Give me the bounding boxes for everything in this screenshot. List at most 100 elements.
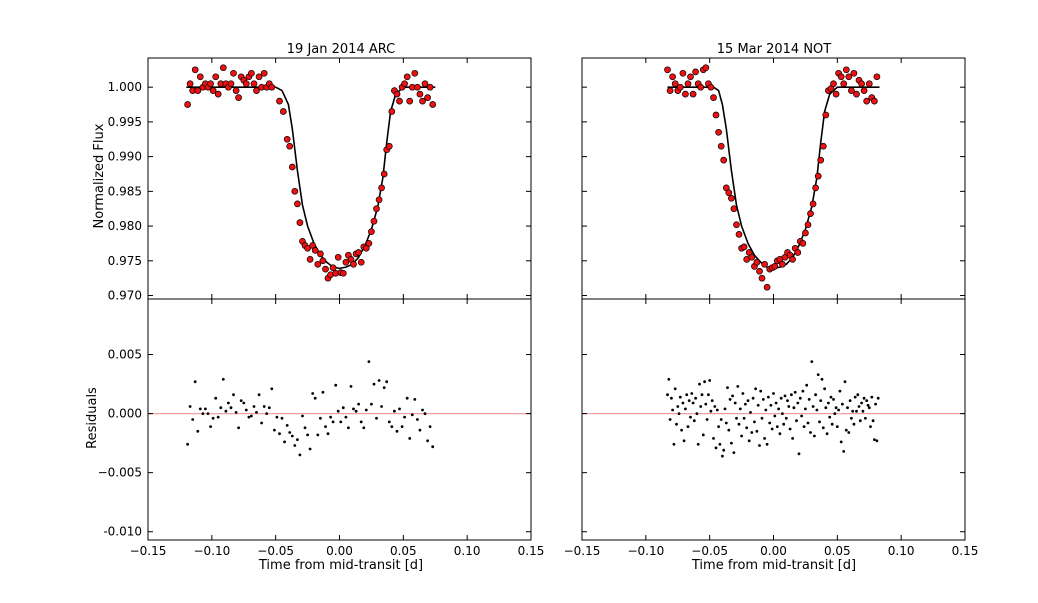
residual-point bbox=[260, 421, 263, 425]
data-point bbox=[329, 264, 337, 272]
data-point bbox=[850, 69, 858, 77]
data-point bbox=[306, 256, 314, 263]
residual-point bbox=[712, 437, 715, 440]
residual-point bbox=[772, 392, 775, 395]
residual-point bbox=[829, 395, 833, 399]
residual-point bbox=[722, 448, 726, 452]
data-point bbox=[375, 196, 383, 204]
residual-point bbox=[738, 407, 742, 411]
residual-point bbox=[802, 425, 806, 428]
residual-point bbox=[239, 399, 243, 402]
residual-point bbox=[209, 425, 213, 428]
data-point bbox=[242, 80, 250, 88]
data-point bbox=[814, 172, 822, 180]
data-point bbox=[717, 142, 725, 150]
residual-point bbox=[816, 373, 820, 376]
residual-point bbox=[735, 416, 738, 420]
data-point bbox=[858, 80, 865, 88]
residual-point bbox=[798, 396, 802, 400]
residual-point bbox=[846, 406, 849, 410]
data-point bbox=[209, 87, 217, 94]
residual-point bbox=[387, 420, 391, 424]
data-point bbox=[317, 250, 324, 258]
residual-point bbox=[760, 416, 764, 420]
data-point bbox=[822, 111, 830, 119]
residual-point bbox=[681, 401, 685, 405]
data-point bbox=[666, 87, 674, 94]
residual-point bbox=[686, 425, 690, 428]
data-point bbox=[710, 94, 717, 101]
data-point bbox=[276, 97, 283, 105]
residual-point bbox=[695, 412, 699, 415]
residual-point bbox=[221, 377, 225, 381]
residual-point bbox=[357, 402, 360, 406]
data-point bbox=[429, 101, 437, 108]
residual-point bbox=[352, 407, 355, 411]
data-point bbox=[414, 83, 421, 91]
residual-point bbox=[814, 393, 817, 397]
residual-point bbox=[700, 393, 704, 397]
residual-point bbox=[696, 442, 700, 446]
data-point bbox=[350, 260, 357, 268]
residual-point bbox=[861, 409, 865, 413]
residual-point bbox=[677, 412, 681, 415]
residual-point bbox=[848, 399, 852, 402]
residual-point bbox=[839, 440, 843, 444]
residual-point bbox=[841, 402, 844, 406]
data-point bbox=[403, 73, 411, 81]
residual-point bbox=[869, 425, 872, 428]
residual-point bbox=[341, 406, 345, 410]
residual-point bbox=[244, 408, 248, 412]
residual-point bbox=[715, 408, 719, 412]
model-curve bbox=[186, 86, 436, 270]
data-point bbox=[334, 253, 342, 261]
residual-point bbox=[778, 432, 782, 436]
residual-point bbox=[301, 414, 304, 418]
residual-point bbox=[783, 394, 787, 398]
residual-point bbox=[703, 380, 706, 384]
residual-point bbox=[805, 383, 809, 387]
residual-point bbox=[193, 380, 197, 384]
x-tick-label: 0.10 bbox=[454, 544, 481, 558]
data-point bbox=[848, 87, 855, 94]
residual-point bbox=[680, 428, 683, 432]
flux-axis-label: Normalized Flux bbox=[92, 123, 107, 228]
panel-frame bbox=[581, 57, 966, 300]
residual-point bbox=[252, 405, 256, 408]
residual-point bbox=[694, 396, 697, 400]
residual-point bbox=[749, 411, 752, 414]
residual-point bbox=[431, 445, 435, 449]
residual-point bbox=[733, 401, 737, 405]
model-curve bbox=[667, 86, 880, 270]
residual-point bbox=[667, 377, 671, 381]
residual-point bbox=[828, 415, 832, 419]
data-point bbox=[339, 269, 347, 277]
residual-point bbox=[730, 441, 733, 445]
residual-point bbox=[201, 412, 205, 415]
x-tick-label: −0.10 bbox=[627, 544, 664, 558]
residual-point bbox=[690, 392, 694, 395]
residual-point bbox=[375, 416, 378, 420]
data-point bbox=[319, 257, 327, 265]
residual-point bbox=[250, 414, 253, 418]
residual-point bbox=[717, 425, 720, 428]
data-point bbox=[669, 73, 676, 81]
residual-point bbox=[326, 432, 330, 436]
residual-point bbox=[418, 428, 422, 432]
residual-point bbox=[866, 403, 870, 407]
x-tick-label: −0.10 bbox=[193, 544, 230, 558]
residual-point bbox=[329, 415, 332, 419]
data-point bbox=[253, 87, 260, 94]
residual-point bbox=[671, 408, 674, 412]
residual-point bbox=[267, 406, 271, 410]
data-point bbox=[401, 80, 408, 88]
residual-point bbox=[796, 401, 800, 405]
data-point bbox=[837, 73, 845, 81]
residual-point bbox=[853, 395, 857, 399]
data-point bbox=[250, 80, 258, 88]
data-point bbox=[684, 80, 692, 88]
residual-point bbox=[753, 420, 756, 424]
residual-point bbox=[367, 360, 371, 363]
residual-point bbox=[754, 387, 757, 391]
residual-point bbox=[214, 396, 218, 400]
